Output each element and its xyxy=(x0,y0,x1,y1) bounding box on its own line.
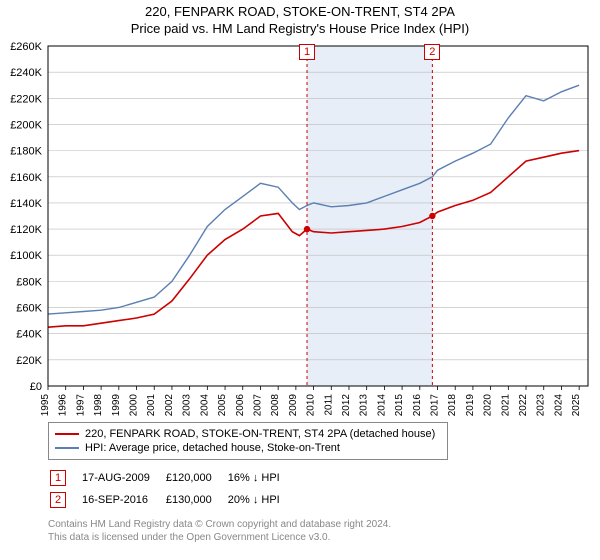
event-delta: 16% ↓ HPI xyxy=(228,468,294,488)
svg-text:2016: 2016 xyxy=(412,394,423,416)
svg-text:2004: 2004 xyxy=(199,394,210,416)
event-badge: 1 xyxy=(299,44,315,60)
svg-text:2007: 2007 xyxy=(252,394,263,416)
svg-text:2009: 2009 xyxy=(288,394,299,416)
svg-text:1998: 1998 xyxy=(93,394,104,416)
svg-text:2008: 2008 xyxy=(270,394,281,416)
svg-text:2003: 2003 xyxy=(182,394,193,416)
line-chart: £0 £20K £40K £60K £80K £100K £120K £140K £160K £1… xyxy=(0,36,600,416)
event-delta: 20% ↓ HPI xyxy=(228,490,294,510)
chart-title-address: 220, FENPARK ROAD, STOKE-ON-TRENT, ST4 2… xyxy=(0,4,600,19)
event-date: 17-AUG-2009 xyxy=(82,468,164,488)
attribution-line: This data is licensed under the Open Gov… xyxy=(48,531,600,544)
svg-text:2006: 2006 xyxy=(235,394,246,416)
svg-text:£200K: £200K xyxy=(10,119,42,131)
attribution-line: Contains HM Land Registry data © Crown c… xyxy=(48,518,600,531)
svg-text:£80K: £80K xyxy=(16,276,42,288)
svg-text:2022: 2022 xyxy=(518,394,529,416)
svg-text:2011: 2011 xyxy=(323,394,334,416)
legend-label: HPI: Average price, detached house, Stok… xyxy=(85,442,340,454)
svg-text:2019: 2019 xyxy=(465,394,476,416)
svg-text:2002: 2002 xyxy=(164,394,175,416)
event-badge: 2 xyxy=(424,44,440,60)
svg-text:£0: £0 xyxy=(30,381,42,393)
svg-text:2015: 2015 xyxy=(394,394,405,416)
svg-text:1995: 1995 xyxy=(40,394,51,416)
svg-text:£240K: £240K xyxy=(10,67,42,79)
svg-text:2025: 2025 xyxy=(571,394,582,416)
svg-text:£220K: £220K xyxy=(10,93,42,105)
svg-text:£180K: £180K xyxy=(10,146,42,158)
svg-text:2021: 2021 xyxy=(500,394,511,416)
legend: 220, FENPARK ROAD, STOKE-ON-TRENT, ST4 2… xyxy=(48,422,448,460)
svg-text:£100K: £100K xyxy=(10,250,42,262)
svg-text:2005: 2005 xyxy=(217,394,228,416)
legend-item-hpi: HPI: Average price, detached house, Stok… xyxy=(55,441,441,455)
legend-item-subject: 220, FENPARK ROAD, STOKE-ON-TRENT, ST4 2… xyxy=(55,427,441,441)
svg-text:2013: 2013 xyxy=(359,394,370,416)
event-date: 16-SEP-2016 xyxy=(82,490,164,510)
event-price: £130,000 xyxy=(166,490,226,510)
svg-text:£60K: £60K xyxy=(16,303,42,315)
legend-label: 220, FENPARK ROAD, STOKE-ON-TRENT, ST4 2… xyxy=(85,428,435,440)
svg-text:£160K: £160K xyxy=(10,172,42,184)
svg-text:2023: 2023 xyxy=(536,394,547,416)
legend-swatch xyxy=(55,447,79,449)
svg-text:2024: 2024 xyxy=(553,394,564,416)
svg-text:2000: 2000 xyxy=(129,394,140,416)
svg-text:£40K: £40K xyxy=(16,329,42,341)
table-row: 2 16-SEP-2016 £130,000 20% ↓ HPI xyxy=(50,490,294,510)
event-table: 1 17-AUG-2009 £120,000 16% ↓ HPI 2 16-SE… xyxy=(48,466,296,512)
title-block: 220, FENPARK ROAD, STOKE-ON-TRENT, ST4 2… xyxy=(0,0,600,36)
svg-text:£140K: £140K xyxy=(10,198,42,210)
table-row: 1 17-AUG-2009 £120,000 16% ↓ HPI xyxy=(50,468,294,488)
svg-text:2017: 2017 xyxy=(430,394,441,416)
svg-text:1996: 1996 xyxy=(58,394,69,416)
svg-text:1999: 1999 xyxy=(111,394,122,416)
svg-text:£20K: £20K xyxy=(16,355,42,367)
chart-area: £0 £20K £40K £60K £80K £100K £120K £140K £160K £1… xyxy=(0,36,600,416)
svg-text:2020: 2020 xyxy=(483,394,494,416)
svg-text:2001: 2001 xyxy=(146,394,157,416)
svg-text:2018: 2018 xyxy=(447,394,458,416)
svg-text:2010: 2010 xyxy=(306,394,317,416)
svg-text:1997: 1997 xyxy=(75,394,86,416)
event-price: £120,000 xyxy=(166,468,226,488)
svg-text:£260K: £260K xyxy=(10,41,42,53)
svg-text:£120K: £120K xyxy=(10,224,42,236)
svg-text:2012: 2012 xyxy=(341,394,352,416)
legend-swatch xyxy=(55,433,79,435)
attribution: Contains HM Land Registry data © Crown c… xyxy=(48,518,600,544)
svg-text:2014: 2014 xyxy=(376,394,387,416)
event-badge: 2 xyxy=(50,492,66,508)
event-badge: 1 xyxy=(50,470,66,486)
chart-subtitle: Price paid vs. HM Land Registry's House … xyxy=(0,21,600,36)
